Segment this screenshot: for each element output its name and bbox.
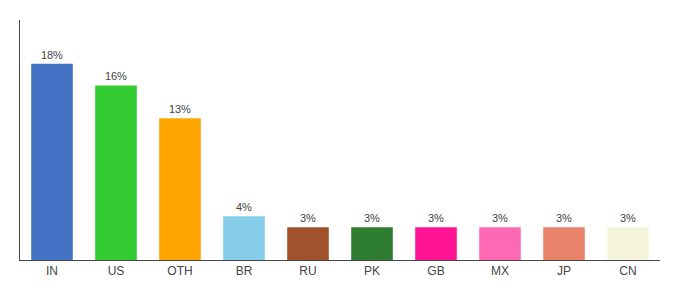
- svg-text:3%: 3%: [300, 212, 316, 224]
- svg-text:US: US: [108, 264, 125, 278]
- svg-text:CN: CN: [619, 264, 636, 278]
- svg-text:3%: 3%: [492, 212, 508, 224]
- svg-text:3%: 3%: [428, 212, 444, 224]
- svg-text:13%: 13%: [169, 103, 191, 115]
- svg-text:JP: JP: [557, 264, 571, 278]
- svg-text:RU: RU: [299, 264, 316, 278]
- svg-text:OTH: OTH: [167, 264, 192, 278]
- svg-text:MX: MX: [491, 264, 509, 278]
- svg-text:3%: 3%: [364, 212, 380, 224]
- svg-text:18%: 18%: [41, 49, 63, 61]
- svg-text:IN: IN: [46, 264, 58, 278]
- svg-text:3%: 3%: [620, 212, 636, 224]
- svg-text:16%: 16%: [105, 70, 127, 82]
- svg-text:BR: BR: [236, 264, 253, 278]
- svg-text:3%: 3%: [556, 212, 572, 224]
- svg-text:PK: PK: [364, 264, 380, 278]
- svg-text:4%: 4%: [236, 201, 252, 213]
- svg-text:GB: GB: [427, 264, 444, 278]
